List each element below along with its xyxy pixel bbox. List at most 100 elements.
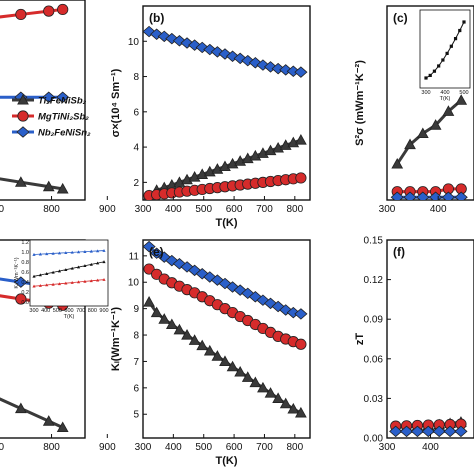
x-tick-label: 700 [0,204,5,215]
series-group [0,3,70,194]
data-point [257,381,269,393]
x-tick-label: 400 [430,204,447,215]
inset-x-label: T(K) [440,96,451,102]
series-group [143,240,308,418]
inset-point [424,76,428,80]
data-point [203,271,217,283]
data-point [454,191,468,200]
panel-label: (e) [149,245,164,259]
inset-point [458,28,462,33]
x-tick-label: 400 [165,204,182,215]
data-point [403,191,417,200]
data-point [143,263,155,275]
data-point [143,25,156,38]
data-point [14,176,27,187]
inset-point [70,281,74,284]
inset-y-tick: 0.0 [21,300,29,306]
data-point [219,355,231,367]
inset-point [64,268,68,271]
inset-point [45,252,49,256]
legend: Ti₂FeNiSb₂ MgTiNi₂Sb₂ Nb₂FeNiSn₂ [12,93,91,139]
x-tick-label: 800 [43,442,60,453]
plot-frame [0,0,86,201]
inset-x-tick: 700 [76,308,85,314]
y-axis-label: S²σ (mWm⁻¹K⁻²) [354,60,366,146]
data-point [195,41,209,54]
y-axis-label: zT [354,333,366,346]
data-point [57,3,69,16]
y-tick-label: 0.09 [364,315,384,326]
data-point [295,406,307,418]
y-tick-label: 7 [133,357,139,368]
inset-point [51,282,55,286]
y-tick-label: 0.06 [364,354,384,365]
data-point [14,276,28,288]
x-tick-label: 500 [195,442,212,453]
data-point [443,425,457,438]
y-tick-label: 11 [129,251,140,262]
x-tick-label: 400 [165,442,182,453]
data-point [56,421,69,433]
inset-series-2 [33,279,105,287]
inset-point [45,283,49,287]
inset-series-1 [33,261,105,277]
data-point [42,91,56,103]
inset-x-tick: 300 [421,90,430,96]
y-axis-label: Kₗ(Wm⁻¹K⁻¹) [110,307,122,371]
y-tick-label: 10 [128,278,140,289]
series-line-1 [0,7,63,19]
inset-y-label: Kₗ(Wm⁻¹K⁻¹) [14,257,20,288]
inset-point [441,58,445,62]
data-point [188,264,202,277]
panel-4: 300 400 500 600 700 800 5 6 7 8 9 10 11 (e) T(K) Kₗ(Wm⁻… [110,239,311,467]
inset-point [437,64,441,68]
x-axis-label: T(K) [216,455,238,467]
data-point [196,339,209,351]
inset-point [70,266,74,270]
series-line-0 [0,177,63,191]
data-point [263,61,278,73]
inset-point [83,264,87,268]
plot-frame [386,239,474,439]
y-tick-label: 0.03 [364,394,384,405]
data-point [42,415,55,426]
data-point [279,304,293,316]
inset-point [38,284,42,287]
data-point [286,65,300,77]
data-point [143,240,156,253]
inset-point [432,69,437,73]
inset-point [57,269,62,273]
data-point [188,334,201,345]
data-point [391,157,404,169]
inset-point [89,262,93,266]
x-tick-label: 600 [226,204,243,215]
inset-point [38,252,42,256]
panel-label: (f) [393,245,405,259]
data-point [279,64,293,76]
inset-y-tick: 0.4 [21,280,29,286]
data-point [226,360,239,372]
series-group [143,25,308,200]
data-point [234,365,247,377]
inset-point [51,270,55,274]
panel-3: 7008009001.21.00.80.60.40.20.03004005006… [0,239,116,453]
inset-point [64,281,68,285]
x-tick-label: 900 [99,204,116,215]
x-tick-label: 500 [195,204,212,215]
data-point [195,268,209,280]
x-tick-label: 300 [379,204,396,215]
data-point [441,191,456,200]
data-point [165,318,178,330]
legend-marker [17,93,29,105]
inset-point [32,252,36,256]
series-group [389,416,468,438]
data-point [421,425,435,438]
y-tick-label: 0.12 [364,275,384,286]
series-line-0 [395,99,463,165]
inset-point [428,73,432,78]
panel-label: (b) [149,11,164,25]
panel-0: 700 800 900 Ti₂FeNiSb₂ MgTiNi₂Sb₂ Nb₂FeNiSn₂ [0,0,116,215]
plot-frame [142,239,311,439]
y-tick-label: 2 [133,178,139,189]
